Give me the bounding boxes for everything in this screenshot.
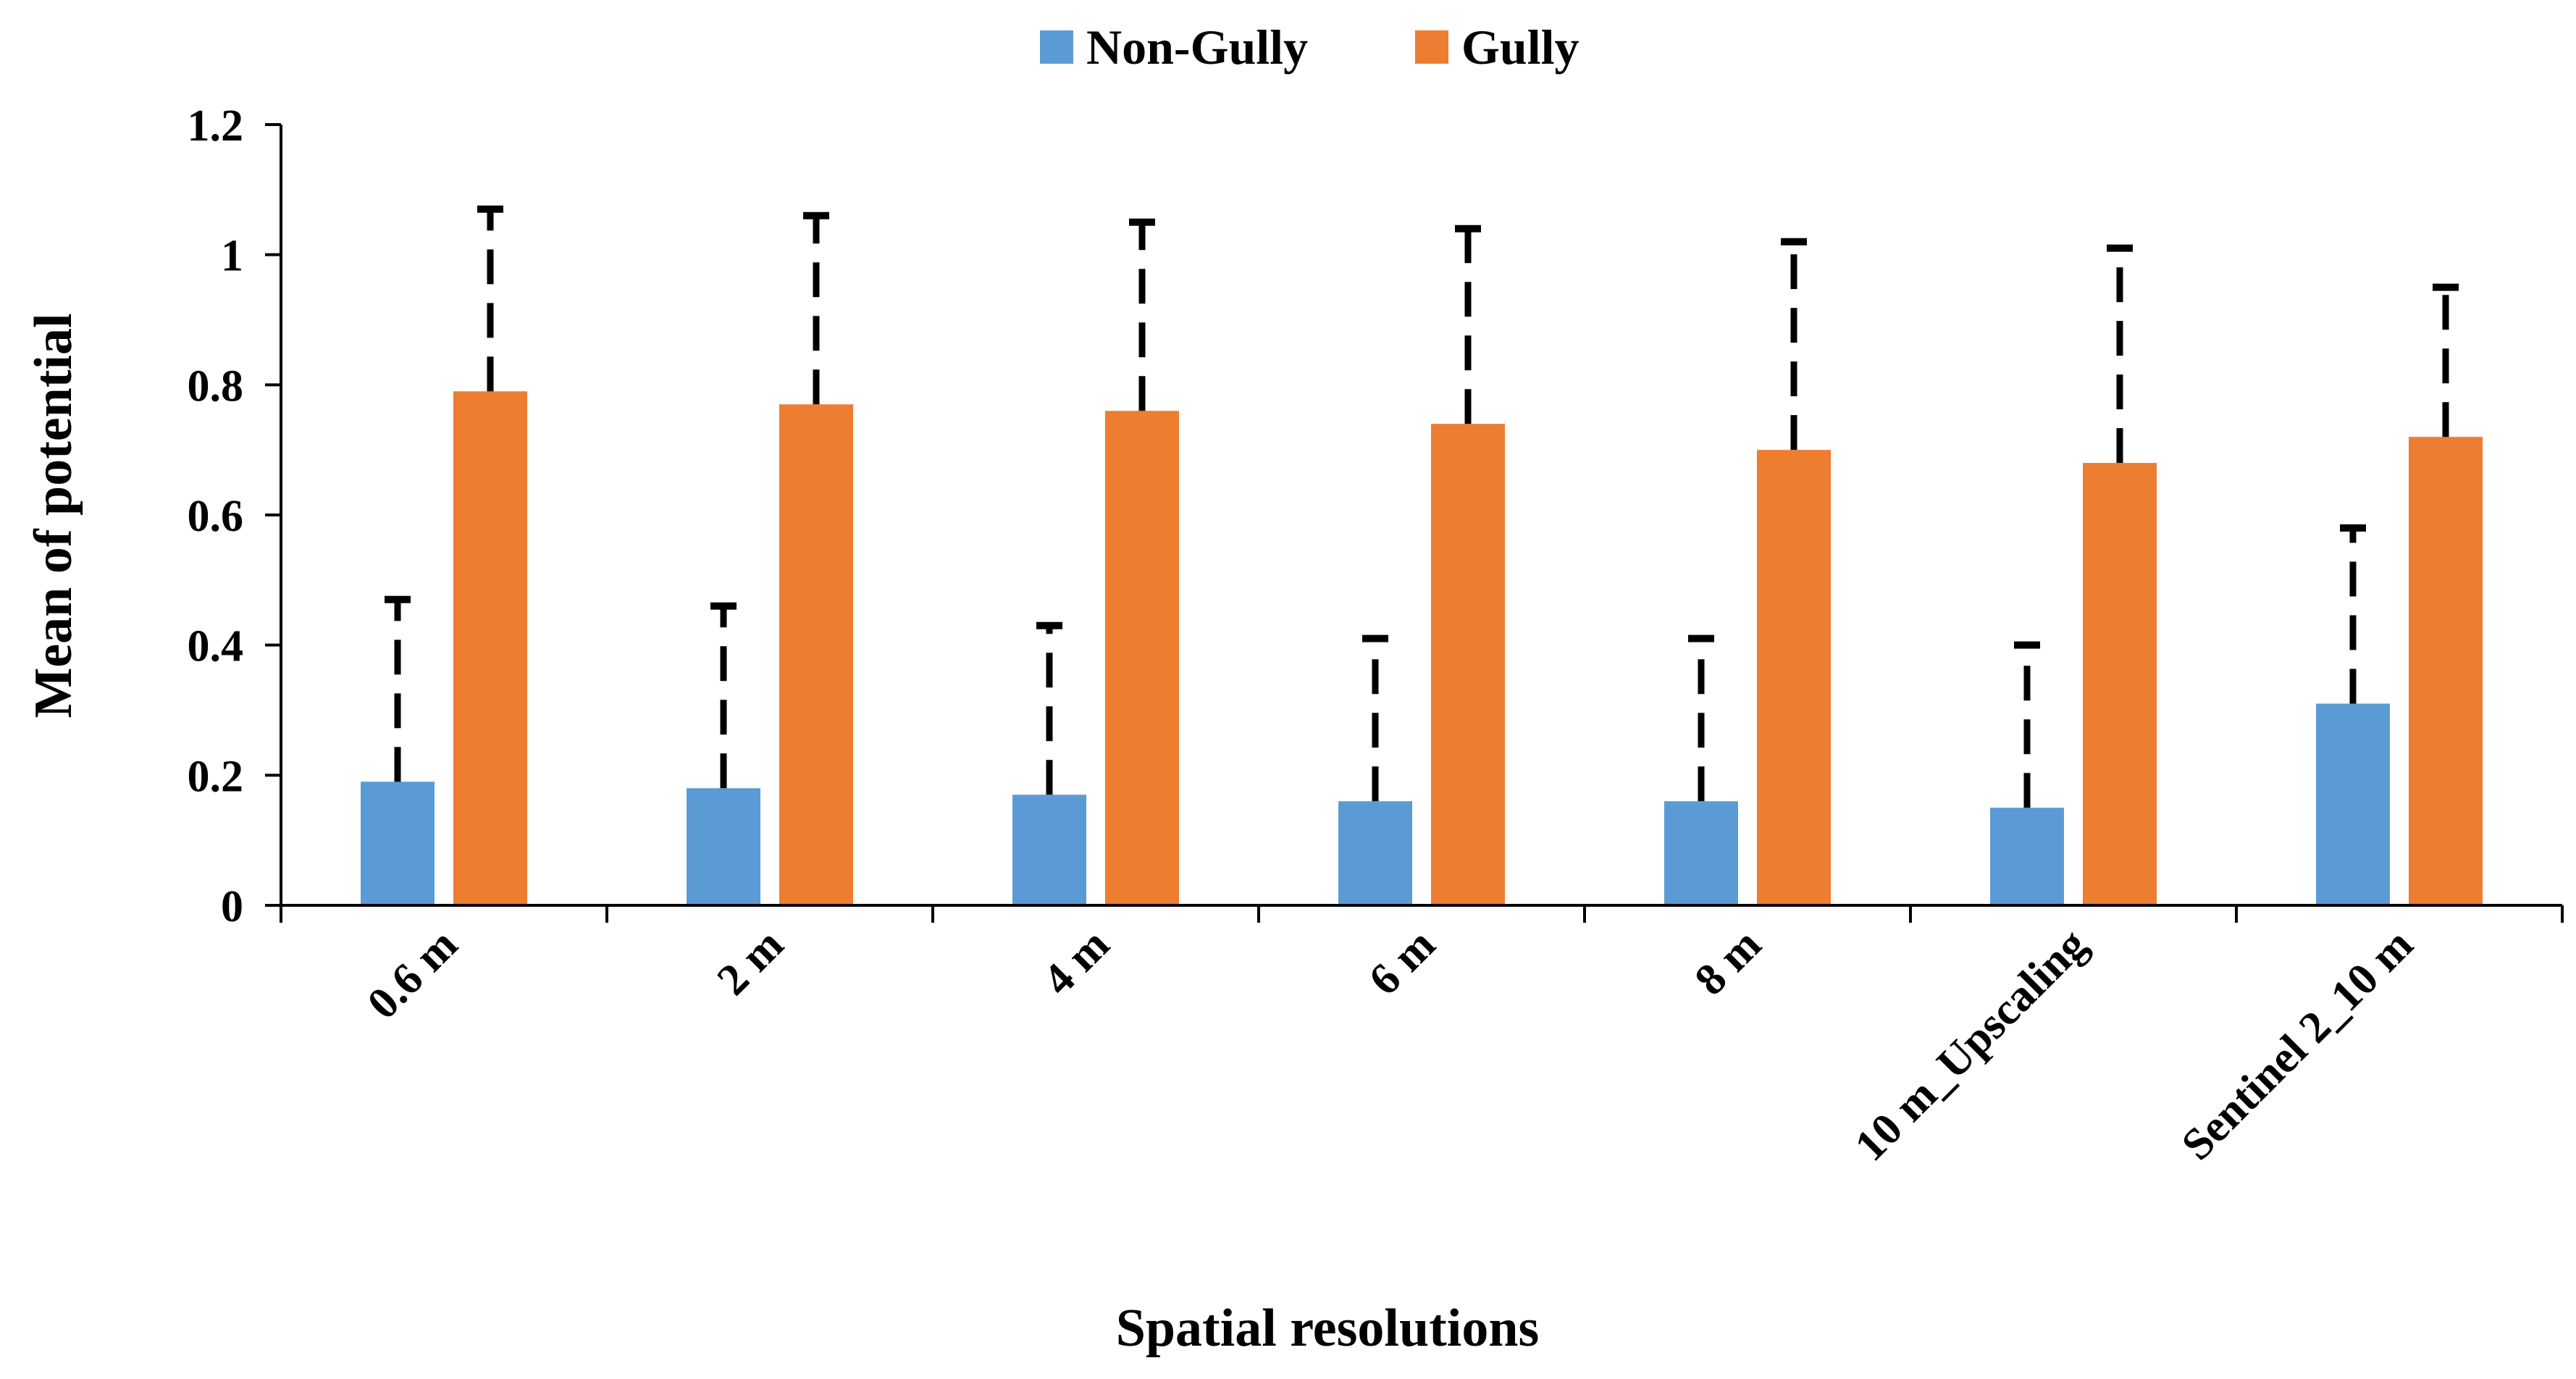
bar-gully-6 (2409, 437, 2483, 905)
x-tick-label-3: 6 m (1359, 920, 1444, 1005)
x-tick-label-4: 8 m (1685, 920, 1770, 1005)
x-tick-label-1: 2 m (708, 920, 792, 1005)
y-axis-title: Mean of potential (24, 313, 83, 718)
legend-swatch-gully (1415, 30, 1448, 64)
legend-swatch-non-gully (1040, 30, 1073, 64)
bar-gully-5 (2083, 463, 2157, 905)
y-tick-labels: 0 0.2 0.4 0.6 0.8 1 1.2 (188, 101, 244, 931)
bar-non-gully-4 (1664, 801, 1738, 905)
x-tick-labels: 0.6 m 2 m 4 m 6 m 8 m 10 m_Upscaling Sentinel … (358, 920, 2422, 1170)
axes (265, 123, 2564, 923)
bar-non-gully-3 (1338, 801, 1412, 905)
bar-gully-0 (453, 391, 527, 905)
bar-gully-3 (1431, 424, 1505, 905)
legend-label-gully: Gully (1461, 20, 1579, 75)
legend-label-non-gully: Non-Gully (1086, 20, 1308, 75)
y-tick-label-3: 0.6 (188, 492, 244, 541)
y-tick-label-4: 0.8 (188, 361, 244, 411)
error-bars (385, 205, 2459, 808)
y-tick-label-5: 1 (221, 232, 243, 281)
y-tick-label-0: 0 (221, 882, 243, 931)
bar-gully-1 (779, 404, 853, 905)
x-tick-label-5: 10 m_Upscaling (1845, 920, 2096, 1170)
x-axis-title: Spatial resolutions (1116, 1299, 1540, 1358)
y-tick-label-2: 0.4 (188, 622, 244, 671)
bar-non-gully-0 (361, 781, 435, 905)
bar-non-gully-6 (2316, 703, 2390, 905)
bars (361, 391, 2483, 905)
x-tick-label-0: 0.6 m (358, 920, 467, 1028)
y-tick-label-6: 1.2 (188, 101, 244, 151)
bar-non-gully-2 (1012, 795, 1086, 905)
bar-non-gully-1 (687, 788, 760, 905)
bar-gully-2 (1105, 411, 1179, 905)
x-tick-label-6: Sentinel 2_10 m (2173, 920, 2422, 1170)
bar-gully-4 (1757, 450, 1831, 905)
legend: Non-Gully Gully (1040, 20, 1579, 75)
y-tick-label-1: 0.2 (188, 752, 244, 801)
x-tick-label-2: 4 m (1033, 920, 1118, 1005)
bar-non-gully-5 (1990, 808, 2064, 905)
